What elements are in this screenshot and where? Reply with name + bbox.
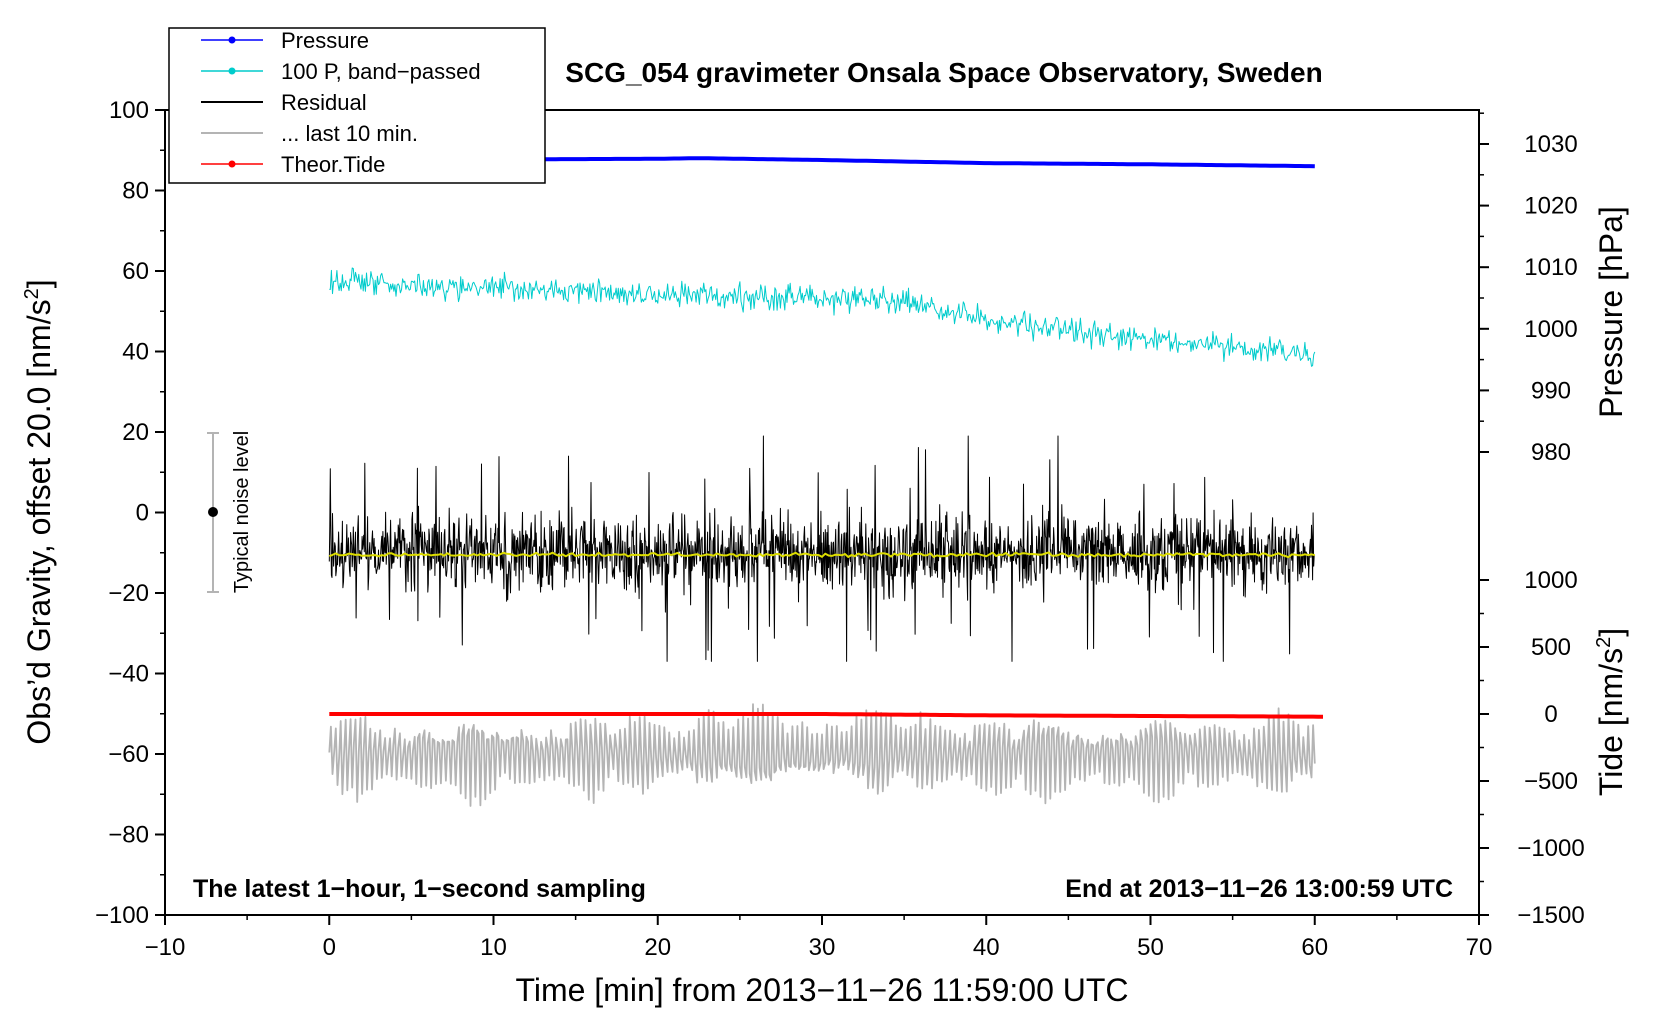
legend-box xyxy=(168,27,546,184)
legend-item-theor-tide: Theor.Tide xyxy=(201,152,385,177)
noise-bar-center-dot xyxy=(208,507,218,517)
tide-tick-label: −500 xyxy=(1524,768,1578,795)
legend-label-theor-tide: Theor.Tide xyxy=(281,152,385,177)
y-tick-label: −60 xyxy=(108,741,149,768)
x-tick-label: 70 xyxy=(1466,934,1493,961)
ticks-layer: −10 0 10 20 30 40 50 60 70100806040200−20−40−60−… xyxy=(95,97,1585,961)
tide-tick-label: 500 xyxy=(1531,634,1571,661)
series-line-last-10-min xyxy=(328,703,1316,807)
legend-label-last-10-min: ... last 10 min. xyxy=(281,121,418,146)
legend-marker-theor-tide xyxy=(228,160,236,168)
legend-marker-pressure xyxy=(228,36,236,44)
legend-label-band-passed: 100 P, band−passed xyxy=(281,59,481,84)
chart-title: SCG_054 gravimeter Onsala Space Observat… xyxy=(565,57,1322,88)
pressure-tick-label: 1010 xyxy=(1524,254,1577,281)
y-tick-label: −100 xyxy=(95,902,149,929)
noise-level-label: Typical noise level xyxy=(231,431,253,593)
series-line-theor-tide xyxy=(329,712,1323,719)
legend-item-residual: Residual xyxy=(201,90,367,115)
x-tick-label: 0 xyxy=(323,934,336,961)
series-layer xyxy=(328,156,1323,807)
x-tick-label: 40 xyxy=(973,934,1000,961)
sampling-note: The latest 1−hour, 1−second sampling xyxy=(193,875,646,903)
legend: Pressure 100 P, band−passed Residual ...… xyxy=(168,27,546,184)
legend-label-pressure: Pressure xyxy=(281,28,369,53)
legend-label-residual: Residual xyxy=(281,90,367,115)
pressure-tick-label: 1000 xyxy=(1524,316,1577,343)
y-tick-label: −40 xyxy=(108,661,149,688)
y-tick-label: 40 xyxy=(122,339,149,366)
y-tick-label: 20 xyxy=(122,419,149,446)
pressure-tick-label: 1020 xyxy=(1524,193,1577,220)
tide-tick-label: 0 xyxy=(1544,701,1557,728)
legend-marker-band-passed xyxy=(228,67,236,75)
y-tick-label: −20 xyxy=(108,580,149,607)
series-line-residual-smoothed xyxy=(328,551,1316,559)
x-tick-label: −10 xyxy=(145,934,186,961)
x-tick-label: 30 xyxy=(809,934,836,961)
pressure-tick-label: 1030 xyxy=(1524,131,1577,158)
legend-item-band-passed: 100 P, band−passed xyxy=(201,59,481,84)
y-tick-label: 80 xyxy=(122,178,149,205)
legend-item-last-10-min: ... last 10 min. xyxy=(201,121,418,146)
tide-tick-label: 1000 xyxy=(1524,567,1577,594)
pressure-tick-label: 990 xyxy=(1531,377,1571,404)
series-line-residual xyxy=(328,435,1316,662)
tide-axis-label: Tide [nm/s2] xyxy=(1593,628,1629,796)
x-tick-label: 20 xyxy=(644,934,671,961)
x-tick-label: 10 xyxy=(480,934,507,961)
series-line-100-p-band-passed xyxy=(329,267,1316,367)
tide-tick-label: −1500 xyxy=(1517,902,1584,929)
y-tick-label: 60 xyxy=(122,258,149,285)
noise-level-indicator: Typical noise level xyxy=(207,431,253,593)
y-tick-label: 0 xyxy=(136,500,149,527)
x-tick-label: 50 xyxy=(1137,934,1164,961)
y-tick-label: −80 xyxy=(108,822,149,849)
x-axis-label: Time [min] from 2013−11−26 11:59:00 UTC xyxy=(515,972,1128,1008)
legend-item-pressure: Pressure xyxy=(201,28,369,53)
pressure-tick-label: 980 xyxy=(1531,439,1571,466)
y-tick-label: 100 xyxy=(109,97,149,124)
end-time-note: End at 2013−11−26 13:00:59 UTC xyxy=(1065,875,1453,903)
pressure-axis-label: Pressure [hPa] xyxy=(1593,206,1629,418)
y-axis-label: Obs’d Gravity, offset 20.0 [nm/s2] xyxy=(21,279,57,744)
tide-tick-label: −1000 xyxy=(1517,835,1584,862)
x-tick-label: 60 xyxy=(1301,934,1328,961)
